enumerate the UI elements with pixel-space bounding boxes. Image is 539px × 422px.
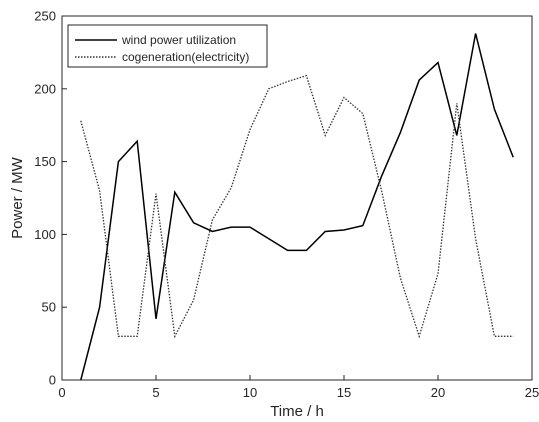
y-tick-label: 150 [34,154,56,169]
series-layer [80,33,514,381]
y-tick-label: 0 [49,373,56,388]
y-tick-label: 50 [42,300,56,315]
plot-area [61,15,533,381]
y-tick-label: 200 [34,81,56,96]
y-axis-ticks: 0 50 100 150 200 250 [34,9,67,388]
legend-label-cogeneration-electricity: cogeneration(electricity) [122,50,249,64]
x-tick-label: 25 [525,385,539,400]
x-tick-label: 0 [58,385,65,400]
y-tick-label: 100 [34,227,56,242]
y-tick-label: 250 [34,9,56,24]
series-line-wind-power-utilization [80,33,514,381]
y-axis-label: Power / MW [9,156,26,239]
legend: wind power utilization cogeneration(elec… [67,24,268,68]
legend-box [67,24,268,68]
x-tick-label: 15 [337,385,351,400]
x-tick-label: 20 [431,385,445,400]
legend-label-wind-power-utilization: wind power utilization [121,33,236,47]
series-line-cogeneration-electricity [80,74,514,339]
x-tick-label: 5 [152,385,159,400]
x-axis-label: Time / h [270,403,324,420]
x-axis-ticks: 0 5 10 15 20 25 [58,375,539,400]
x-tick-label: 10 [243,385,257,400]
